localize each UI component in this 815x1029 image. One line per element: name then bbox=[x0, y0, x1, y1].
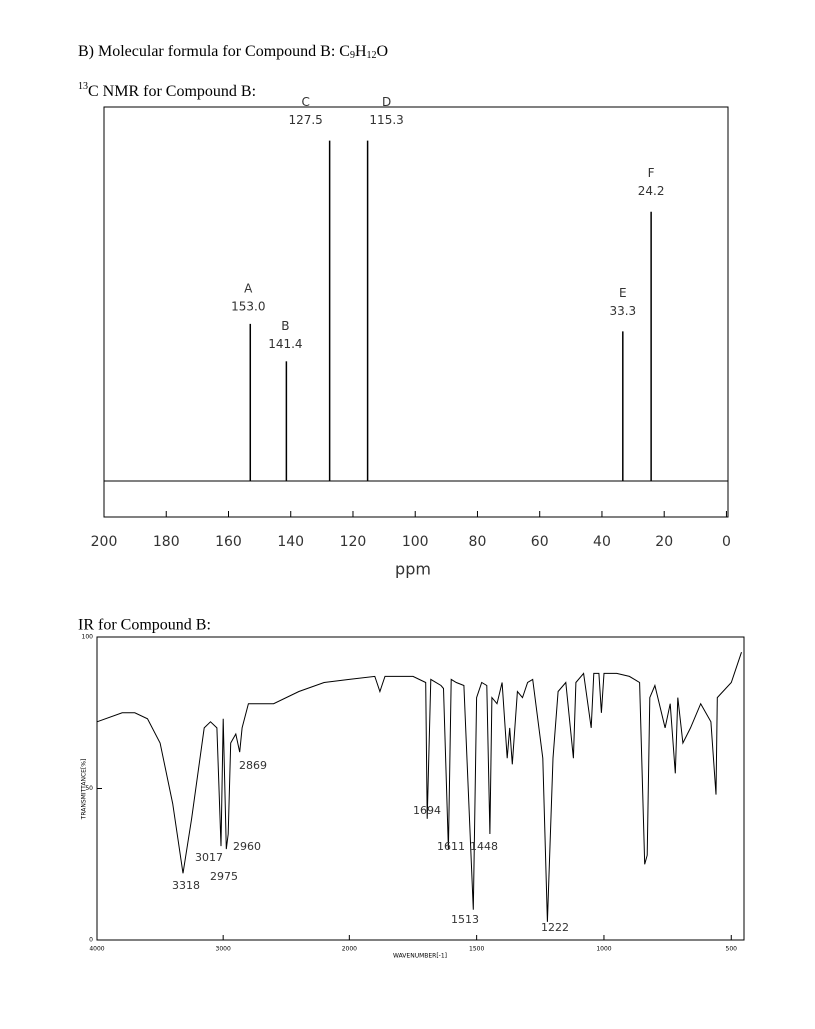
formula-part: H bbox=[355, 43, 367, 60]
peak-shift: 127.5 bbox=[288, 113, 322, 127]
ir-curve bbox=[96, 652, 742, 922]
formula-part: C bbox=[339, 43, 350, 60]
formula-part: O bbox=[377, 43, 389, 60]
x-tick-label: 4000 bbox=[89, 946, 104, 953]
x-axis-label: ppm bbox=[395, 560, 431, 579]
nmr-frame bbox=[103, 106, 729, 518]
formula-sub: 12 bbox=[367, 50, 377, 61]
peak-letter: C bbox=[301, 95, 309, 109]
peak-label: 3318 bbox=[172, 879, 200, 892]
peak-shift: 141.4 bbox=[268, 337, 302, 351]
peak-label: 1513 bbox=[451, 913, 479, 926]
peak-label: 2869 bbox=[239, 759, 267, 772]
question-text: B) Molecular formula for Compound B: bbox=[78, 43, 335, 60]
peak-label: 2975 bbox=[210, 870, 238, 883]
x-tick-label: 60 bbox=[531, 534, 549, 550]
x-tick-label: 1500 bbox=[469, 946, 484, 953]
peak-letter: E bbox=[619, 286, 627, 300]
y-tick-label: 50 bbox=[85, 785, 93, 792]
x-tick-label: 140 bbox=[277, 534, 304, 550]
formula-sub: 9 bbox=[350, 50, 355, 61]
peak-letter: A bbox=[244, 281, 253, 295]
y-tick-label: 100 bbox=[82, 634, 94, 641]
x-tick-label: 0 bbox=[722, 534, 731, 550]
nmr-title: 13C NMR for Compound B: bbox=[78, 81, 256, 99]
peak-shift: 153.0 bbox=[231, 299, 265, 313]
peak-shift: 115.3 bbox=[369, 113, 403, 127]
nmr-sup: 13 bbox=[78, 81, 88, 92]
x-tick-label: 3000 bbox=[216, 946, 231, 953]
x-tick-label: 80 bbox=[469, 534, 487, 550]
x-tick-label: 40 bbox=[593, 534, 611, 550]
peak-label: 1694 bbox=[413, 804, 441, 817]
nmr-title-text: C NMR for Compound B: bbox=[88, 83, 256, 100]
peak-letter: B bbox=[281, 319, 289, 333]
peak-shift: 24.2 bbox=[638, 184, 665, 198]
x-tick-label: 160 bbox=[215, 534, 242, 550]
peak-label: 1611 bbox=[437, 840, 465, 853]
peak-label: 1222 bbox=[541, 921, 569, 934]
peak-label: 2960 bbox=[233, 840, 261, 853]
ir-title: IR for Compound B: bbox=[78, 617, 211, 634]
peak-label: 3017 bbox=[195, 851, 223, 864]
x-axis-label: WAVENUMBER[-1] bbox=[393, 953, 447, 960]
x-tick-label: 500 bbox=[726, 946, 738, 953]
x-tick-label: 2000 bbox=[342, 946, 357, 953]
x-tick-label: 200 bbox=[91, 534, 118, 550]
question: B) Molecular formula for Compound B: C9H… bbox=[78, 43, 388, 62]
peak-letter: D bbox=[382, 95, 391, 109]
x-tick-label: 100 bbox=[402, 534, 429, 550]
x-tick-label: 20 bbox=[655, 534, 673, 550]
peak-label: 1448 bbox=[470, 840, 498, 853]
peak-letter: F bbox=[648, 166, 655, 180]
x-tick-label: 180 bbox=[153, 534, 180, 550]
x-tick-label: 1000 bbox=[596, 946, 611, 953]
y-tick-label: 0 bbox=[89, 937, 93, 944]
ir-frame bbox=[96, 636, 745, 941]
y-axis-label: TRANSMITTANCE[%] bbox=[81, 759, 88, 821]
x-tick-label: 120 bbox=[340, 534, 367, 550]
peak-shift: 33.3 bbox=[609, 304, 636, 318]
